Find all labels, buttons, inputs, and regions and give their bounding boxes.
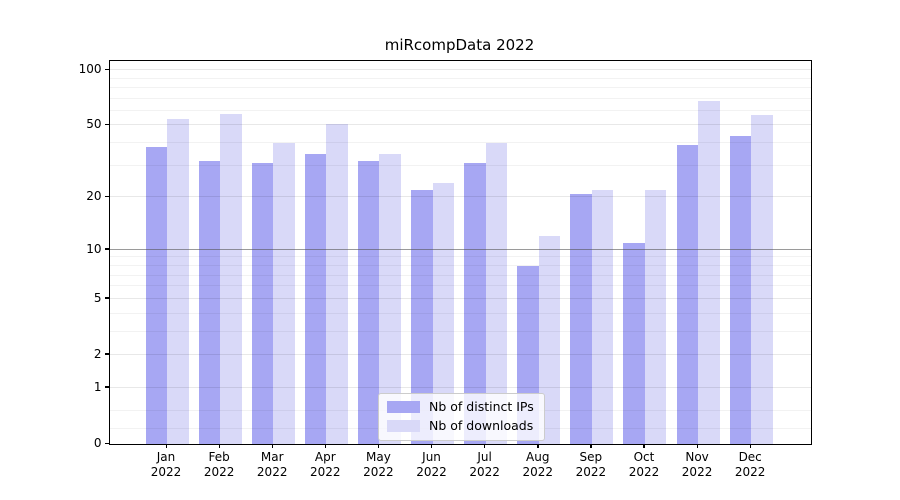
bar-oct-downloads: [644, 189, 667, 444]
xtick-label-may: May 2022: [363, 450, 394, 479]
xtick-label-mar: Mar 2022: [256, 450, 288, 479]
xtick-mark-apr: [324, 444, 327, 448]
plot-area: Nb of distinct IPs Nb of downloads: [109, 60, 812, 445]
xtick-mark-mar: [271, 444, 273, 448]
xtick-label-jan: Jan 2022: [150, 450, 182, 479]
bar-dec-distinct-ips: [729, 135, 752, 444]
xtick-label-oct: Oct 2022: [628, 450, 660, 479]
ytick-mark-1: [105, 386, 109, 388]
xtick-mark-may: [377, 444, 380, 448]
bar-may-downloads: [379, 153, 401, 444]
ytick-mark-50: [105, 123, 109, 126]
bar-nov-distinct-ips: [676, 145, 699, 444]
ytick-label-5: 5: [93, 290, 102, 305]
xtick-mark-dec: [749, 444, 751, 448]
bar-oct-distinct-ips: [623, 242, 645, 444]
xtick-mark-jan: [165, 444, 167, 448]
minor-gridline-70: [110, 97, 811, 99]
ytick-mark-5: [105, 297, 109, 299]
bar-feb-downloads: [220, 113, 242, 444]
xtick-label-jun: Jun 2022: [416, 450, 447, 479]
ytick-label-100: 100: [78, 62, 102, 77]
minor-gridline-90: [110, 77, 811, 79]
ytick-label-50: 50: [86, 117, 102, 132]
ytick-label-10: 10: [86, 241, 102, 256]
bar-jul-distinct-ips: [464, 163, 486, 444]
legend-entry-downloads: Nb of downloads: [387, 419, 534, 433]
xtick-label-feb: Feb 2022: [203, 450, 235, 479]
xtick-mark-oct: [643, 444, 645, 448]
xtick-label-nov: Nov 2022: [681, 450, 713, 479]
ytick-label-1: 1: [93, 379, 102, 394]
legend: Nb of distinct IPs Nb of downloads: [378, 393, 545, 441]
xtick-mark-sep: [590, 444, 592, 448]
bar-apr-distinct-ips: [304, 153, 327, 444]
xtick-label-aug: Aug 2022: [522, 450, 554, 479]
legend-label-downloads: Nb of downloads: [429, 418, 534, 433]
xtick-label-apr: Apr 2022: [310, 450, 341, 479]
bar-dec-downloads: [751, 115, 773, 444]
ytick-label-20: 20: [86, 189, 102, 204]
legend-entry-distinct-ips: Nb of distinct IPs: [387, 400, 534, 414]
bar-aug-downloads: [538, 236, 561, 444]
bar-jan-distinct-ips: [145, 147, 167, 444]
minor-gridline-80: [110, 86, 811, 88]
bar-jun-distinct-ips: [411, 189, 433, 444]
xtick-mark-feb: [218, 444, 220, 448]
bar-sep-distinct-ips: [570, 193, 592, 444]
xtick-mark-jun: [431, 444, 433, 448]
bar-nov-downloads: [698, 100, 720, 444]
ytick-mark-100: [105, 68, 109, 70]
xtick-label-sep: Sep 2022: [575, 450, 607, 479]
chart-title: miRcompData 2022: [384, 36, 535, 54]
bar-sep-downloads: [591, 189, 614, 444]
legend-swatch-distinct-ips: [387, 401, 420, 413]
xtick-mark-jul: [484, 444, 486, 448]
legend-label-distinct-ips: Nb of distinct IPs: [429, 399, 534, 414]
bar-feb-distinct-ips: [198, 160, 221, 444]
bar-mar-distinct-ips: [251, 163, 274, 444]
bar-may-distinct-ips: [357, 160, 380, 444]
bar-jan-downloads: [167, 119, 189, 444]
ytick-mark-20: [105, 195, 109, 198]
ytick-mark-2: [105, 353, 109, 355]
ytick-label-2: 2: [93, 346, 102, 361]
legend-swatch-downloads: [387, 420, 420, 432]
xtick-label-jul: Jul 2022: [469, 450, 500, 479]
bar-mar-downloads: [273, 143, 295, 444]
ytick-mark-10: [105, 248, 109, 250]
xtick-mark-nov: [696, 444, 698, 448]
bar-jun-downloads: [432, 183, 455, 444]
ytick-label-0: 0: [93, 436, 102, 450]
major-gridline-100: [110, 69, 811, 71]
xtick-label-dec: Dec 2022: [734, 450, 766, 479]
xtick-mark-aug: [537, 444, 539, 448]
bar-jul-downloads: [485, 143, 508, 444]
bar-apr-downloads: [326, 123, 348, 444]
ytick-mark-0: [105, 442, 109, 444]
